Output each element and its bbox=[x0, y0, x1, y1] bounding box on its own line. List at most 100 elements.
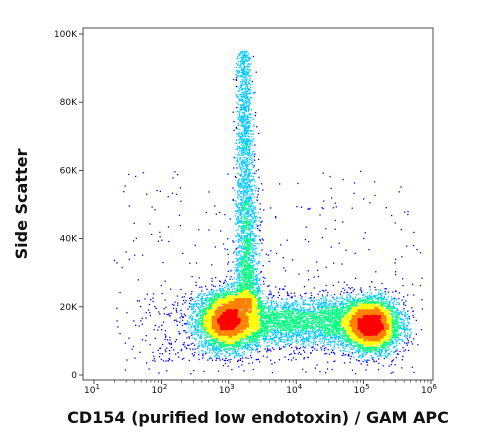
data-point bbox=[343, 350, 345, 352]
data-point bbox=[240, 187, 242, 189]
data-point bbox=[197, 307, 199, 309]
data-point bbox=[219, 359, 221, 361]
data-point bbox=[217, 353, 219, 355]
data-point bbox=[242, 154, 244, 156]
data-point bbox=[320, 319, 322, 321]
data-point bbox=[393, 346, 395, 348]
data-point bbox=[312, 311, 314, 313]
data-point bbox=[312, 298, 315, 300]
data-point bbox=[240, 344, 242, 346]
data-point bbox=[250, 262, 252, 264]
data-point bbox=[387, 296, 389, 298]
data-point bbox=[241, 215, 243, 217]
data-point bbox=[212, 291, 215, 293]
data-point bbox=[400, 312, 402, 314]
data-point bbox=[231, 348, 233, 350]
data-point bbox=[287, 339, 289, 341]
data-point bbox=[243, 237, 245, 239]
data-point bbox=[243, 97, 246, 99]
data-point bbox=[239, 138, 241, 141]
data-point bbox=[237, 56, 239, 58]
data-point bbox=[324, 296, 327, 298]
data-point bbox=[254, 235, 257, 238]
data-point bbox=[256, 282, 259, 284]
data-point bbox=[280, 329, 283, 331]
data-point bbox=[308, 340, 310, 343]
data-point bbox=[245, 252, 247, 254]
data-point bbox=[307, 343, 309, 345]
data-point bbox=[243, 133, 245, 135]
data-point bbox=[271, 306, 273, 308]
data-point bbox=[171, 303, 174, 306]
data-point bbox=[392, 302, 394, 304]
data-point bbox=[240, 119, 243, 121]
data-point bbox=[235, 79, 238, 82]
data-point bbox=[299, 314, 301, 316]
data-point bbox=[301, 327, 304, 329]
data-point bbox=[202, 350, 204, 352]
data-point bbox=[272, 339, 274, 341]
data-point bbox=[301, 312, 304, 314]
data-point bbox=[242, 178, 244, 180]
data-point bbox=[359, 347, 361, 349]
data-point bbox=[277, 311, 279, 313]
data-point bbox=[197, 318, 199, 320]
data-point bbox=[290, 313, 293, 315]
data-point bbox=[289, 353, 291, 356]
data-point bbox=[339, 304, 342, 306]
data-point bbox=[253, 234, 256, 236]
data-point bbox=[240, 139, 242, 141]
data-point bbox=[244, 108, 247, 110]
data-point bbox=[240, 95, 242, 97]
data-point bbox=[241, 112, 244, 114]
data-point bbox=[322, 322, 324, 325]
data-point bbox=[245, 246, 247, 248]
data-point bbox=[257, 227, 259, 230]
data-point bbox=[131, 348, 133, 350]
data-point bbox=[365, 369, 367, 371]
data-point bbox=[379, 355, 381, 357]
data-point bbox=[337, 335, 339, 338]
data-point bbox=[288, 310, 290, 312]
data-point bbox=[255, 282, 257, 284]
data-point bbox=[319, 310, 321, 312]
data-point bbox=[357, 350, 359, 352]
data-point bbox=[214, 295, 216, 297]
data-point bbox=[348, 287, 350, 289]
data-point bbox=[245, 146, 248, 148]
data-point bbox=[211, 280, 213, 282]
data-point bbox=[245, 109, 247, 111]
data-point bbox=[253, 220, 255, 222]
data-point bbox=[287, 334, 290, 336]
data-point bbox=[310, 332, 312, 334]
data-point bbox=[284, 325, 286, 327]
data-point bbox=[201, 298, 204, 300]
data-point bbox=[319, 319, 322, 321]
data-point bbox=[242, 145, 244, 147]
data-point bbox=[241, 56, 243, 58]
data-point bbox=[243, 106, 245, 108]
data-point bbox=[248, 264, 251, 267]
data-point bbox=[253, 283, 256, 285]
data-point bbox=[248, 230, 250, 232]
data-point bbox=[191, 324, 193, 326]
data-point bbox=[254, 275, 256, 277]
data-point bbox=[320, 317, 322, 319]
data-point bbox=[321, 332, 323, 334]
data-point bbox=[216, 292, 218, 294]
data-point bbox=[192, 322, 194, 324]
data-point bbox=[245, 82, 247, 84]
data-point bbox=[195, 300, 197, 302]
data-point bbox=[319, 328, 321, 330]
data-point bbox=[280, 340, 282, 342]
data-point bbox=[271, 341, 273, 343]
data-point bbox=[282, 257, 284, 259]
data-point bbox=[159, 352, 161, 355]
data-point bbox=[199, 306, 202, 308]
data-point bbox=[259, 346, 261, 348]
data-point bbox=[246, 215, 249, 218]
data-point bbox=[206, 352, 208, 354]
data-point bbox=[245, 123, 248, 125]
data-point bbox=[404, 336, 406, 338]
data-point bbox=[198, 323, 200, 325]
